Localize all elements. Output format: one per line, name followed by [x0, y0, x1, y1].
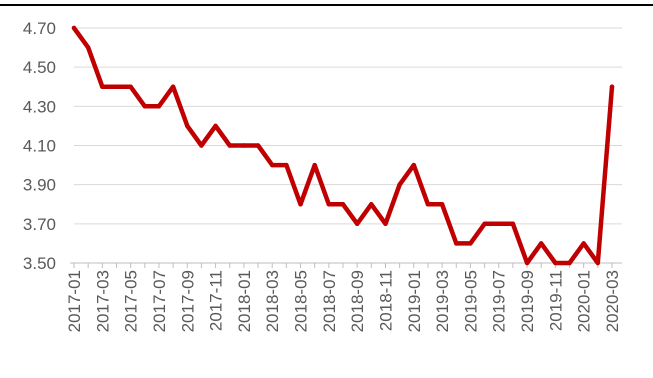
data-point — [524, 260, 530, 266]
x-tick-label: 2019-11 — [546, 270, 565, 331]
data-point — [241, 143, 247, 148]
x-tick-label: 2019-01 — [405, 270, 424, 332]
data-point — [255, 143, 261, 148]
data-point — [567, 260, 572, 266]
data-point — [383, 221, 388, 227]
x-tick-label: 2017-01 — [65, 270, 84, 332]
data-point — [425, 202, 431, 207]
x-tick-label: 2018-05 — [292, 270, 311, 332]
data-point — [482, 221, 487, 227]
data-point — [539, 241, 544, 246]
data-point — [454, 241, 459, 246]
data-point — [326, 202, 332, 207]
data-point — [185, 123, 190, 129]
x-tick-label: 2018-11 — [376, 270, 395, 331]
data-point — [156, 104, 162, 109]
y-tick-label: 4.30 — [23, 97, 56, 116]
data-point — [227, 143, 232, 148]
data-point — [170, 84, 176, 89]
x-tick-label: 2018-07 — [320, 270, 339, 332]
x-tick-label: 2018-09 — [348, 270, 367, 332]
x-tick-label: 2019-03 — [433, 270, 452, 332]
data-point — [369, 202, 374, 207]
data-point — [468, 241, 473, 246]
data-point — [85, 45, 91, 50]
data-point — [553, 260, 558, 266]
y-tick-label: 3.50 — [23, 254, 56, 273]
data-point — [284, 162, 289, 168]
x-tick-label: 2017-09 — [178, 270, 197, 332]
data-point — [199, 143, 204, 148]
x-tick-label: 2017-07 — [150, 270, 169, 332]
x-tick-label: 2017-11 — [207, 270, 226, 331]
data-point — [397, 182, 402, 187]
series-group — [71, 25, 615, 266]
y-tick-label: 4.10 — [23, 137, 56, 156]
data-point — [411, 162, 416, 168]
x-axis-ticks: 2017-01 2017-03 2017-05 2017-07 2017-09 2017-… — [65, 263, 622, 332]
data-point — [100, 84, 105, 89]
data-point — [609, 84, 615, 89]
y-axis-ticks: 3.50 3.70 3.90 4.10 4.30 4.50 4.70 — [23, 19, 56, 273]
x-tick-label: 2019-09 — [518, 270, 537, 332]
data-point — [595, 260, 601, 266]
data-point — [128, 84, 133, 89]
x-tick-label: 2018-01 — [235, 270, 254, 332]
x-tick-label: 2020-01 — [575, 270, 594, 332]
data-point — [510, 221, 516, 227]
data-point — [71, 25, 77, 31]
data-point — [354, 221, 360, 227]
x-tick-label: 2017-03 — [93, 270, 112, 332]
data-point — [142, 104, 147, 109]
x-tick-label: 2018-03 — [263, 270, 282, 332]
y-tick-label: 4.70 — [23, 19, 56, 38]
data-point — [114, 84, 119, 89]
x-tick-label: 2020-03 — [603, 270, 622, 332]
data-point — [496, 221, 501, 227]
y-tick-label: 4.50 — [23, 58, 56, 77]
x-tick-label: 2017-05 — [122, 270, 141, 332]
x-tick-label: 2019-05 — [461, 270, 480, 332]
data-point — [340, 202, 346, 207]
data-point — [439, 202, 445, 207]
gridlines — [74, 27, 622, 225]
y-tick-label: 3.70 — [23, 215, 56, 234]
data-point — [581, 241, 586, 246]
data-point — [298, 202, 303, 207]
data-point — [270, 162, 275, 168]
x-tick-label: 2019-07 — [490, 270, 509, 332]
data-point — [312, 162, 317, 168]
y-tick-label: 3.90 — [23, 176, 56, 195]
data-point — [213, 123, 218, 129]
